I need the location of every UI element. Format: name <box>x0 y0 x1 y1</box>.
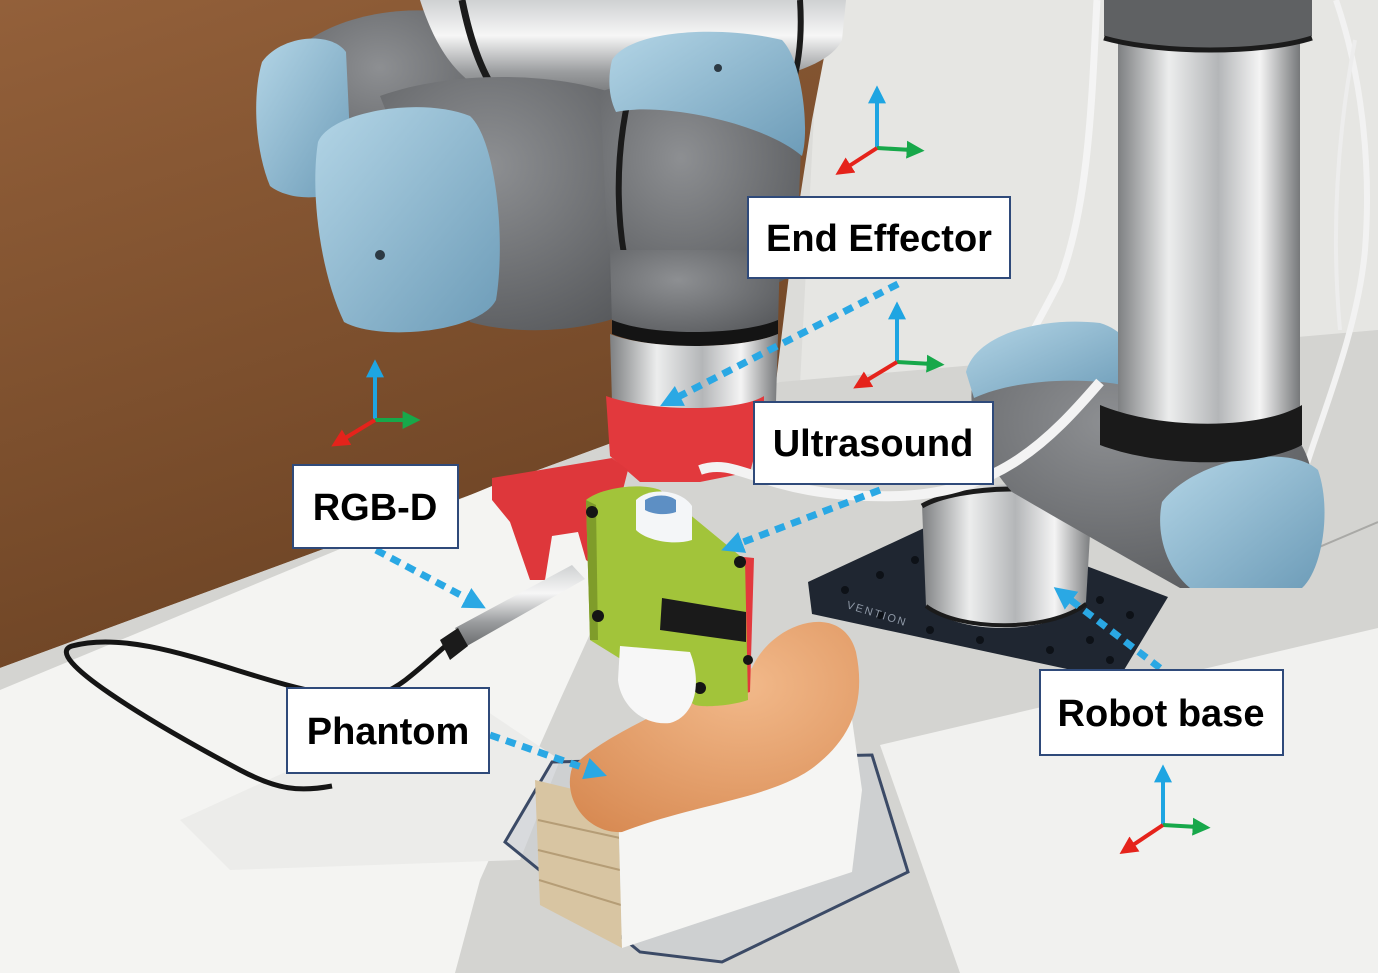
label-text: RGB-D <box>313 487 438 529</box>
arm-wrist-ring <box>612 320 778 346</box>
robot2-link-top-collar <box>1104 0 1312 48</box>
callout-arrows <box>374 280 1163 780</box>
ultrasound-probe-head <box>618 646 696 724</box>
axis-x <box>853 360 899 389</box>
label-ultrasound: Ultrasound <box>753 401 994 485</box>
mounting-plate-holes <box>841 556 1134 664</box>
probe-holder-plate-shade <box>586 500 598 640</box>
plate-bolts <box>586 506 753 694</box>
phantom-assembly <box>503 621 910 964</box>
cap-screw <box>375 250 385 260</box>
robot2-joint-cap-top <box>966 321 1133 398</box>
robot2-joint-cap-side <box>1160 456 1325 588</box>
label-text: Robot base <box>1058 693 1265 735</box>
label-end-effector: End Effector <box>747 196 1011 279</box>
cable-white-2 <box>1302 0 1370 471</box>
callout-ultrasound <box>721 486 882 553</box>
robot2-vertical-link <box>1118 0 1300 435</box>
phantom-tissue <box>569 621 860 833</box>
arm-wrist-cap <box>315 107 500 333</box>
rgbd-camera <box>455 565 585 646</box>
arm-elbow-cap <box>609 31 806 156</box>
label-text: End Effector <box>766 218 992 260</box>
axis-y <box>1162 817 1211 836</box>
robot2-link-top-ring <box>1103 35 1313 53</box>
robot2-link-bottom-ring <box>1100 405 1302 463</box>
effector-mount-red <box>606 396 764 482</box>
callout-end-effector <box>660 280 900 407</box>
axis-x <box>331 418 377 447</box>
axis-y <box>876 140 925 159</box>
label-box <box>292 464 459 549</box>
axis-y <box>896 354 945 373</box>
coordinate-frame-end-effector <box>835 85 925 175</box>
cable-white-probe <box>698 378 1104 502</box>
arm-tool-flange <box>610 334 778 413</box>
probe-strap <box>660 598 746 642</box>
arm-wrist-body <box>610 250 780 337</box>
label-box <box>747 196 1011 279</box>
axis-x <box>1119 823 1165 854</box>
phantom-block-layers <box>537 819 622 906</box>
label-box <box>753 401 994 485</box>
callout-robot-base <box>1053 587 1163 671</box>
label-rgbd: RGB-D <box>292 464 459 549</box>
end-effector <box>440 378 1104 724</box>
label-box <box>1039 669 1284 756</box>
label-text: Ultrasound <box>773 423 974 465</box>
base-silver-cylinder <box>922 484 1092 629</box>
label-robot-base: Robot base <box>1039 669 1284 756</box>
cable-white-3 <box>1333 39 1357 331</box>
callout-phantom <box>488 731 607 780</box>
callout-rgbd <box>374 546 486 609</box>
coordinate-frame-robot-base <box>1119 764 1211 854</box>
coordinate-frame-ultrasound <box>853 301 945 389</box>
axis-x <box>835 146 879 175</box>
label-text: Phantom <box>307 711 470 753</box>
robot-base-assembly: VENTION <box>808 0 1370 680</box>
label-phantom: Phantom <box>286 687 490 774</box>
coordinate-frame-rgbd <box>331 359 421 447</box>
label-box <box>286 687 490 774</box>
ultrasound-probe-top-accent <box>645 495 676 515</box>
cap-screw <box>714 64 722 72</box>
robot-arm <box>256 0 846 413</box>
rgbd-camera-cap <box>440 628 468 660</box>
base-ring-lower <box>924 602 1088 628</box>
